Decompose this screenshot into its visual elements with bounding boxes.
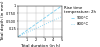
Legend: 900°C, 800°C: 900°C, 800°C xyxy=(64,6,96,26)
X-axis label: Total duration (in h): Total duration (in h) xyxy=(20,44,60,47)
Y-axis label: Total depth (in mm): Total depth (in mm) xyxy=(1,1,5,41)
